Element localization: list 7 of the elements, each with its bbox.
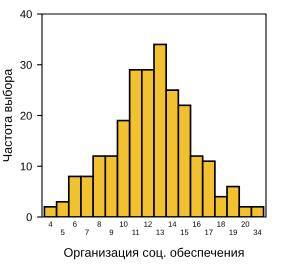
y-tick-label: 0 <box>26 213 32 222</box>
y-axis-title: Частота выбора <box>2 68 14 162</box>
x-axis-title: Организация соц. обеспечения <box>64 248 244 260</box>
y-tick-label: 40 <box>20 10 32 18</box>
y-tick-label: 10 <box>20 162 32 170</box>
y-tick-label: 30 <box>20 61 32 69</box>
y-tick-label: 20 <box>20 112 32 120</box>
